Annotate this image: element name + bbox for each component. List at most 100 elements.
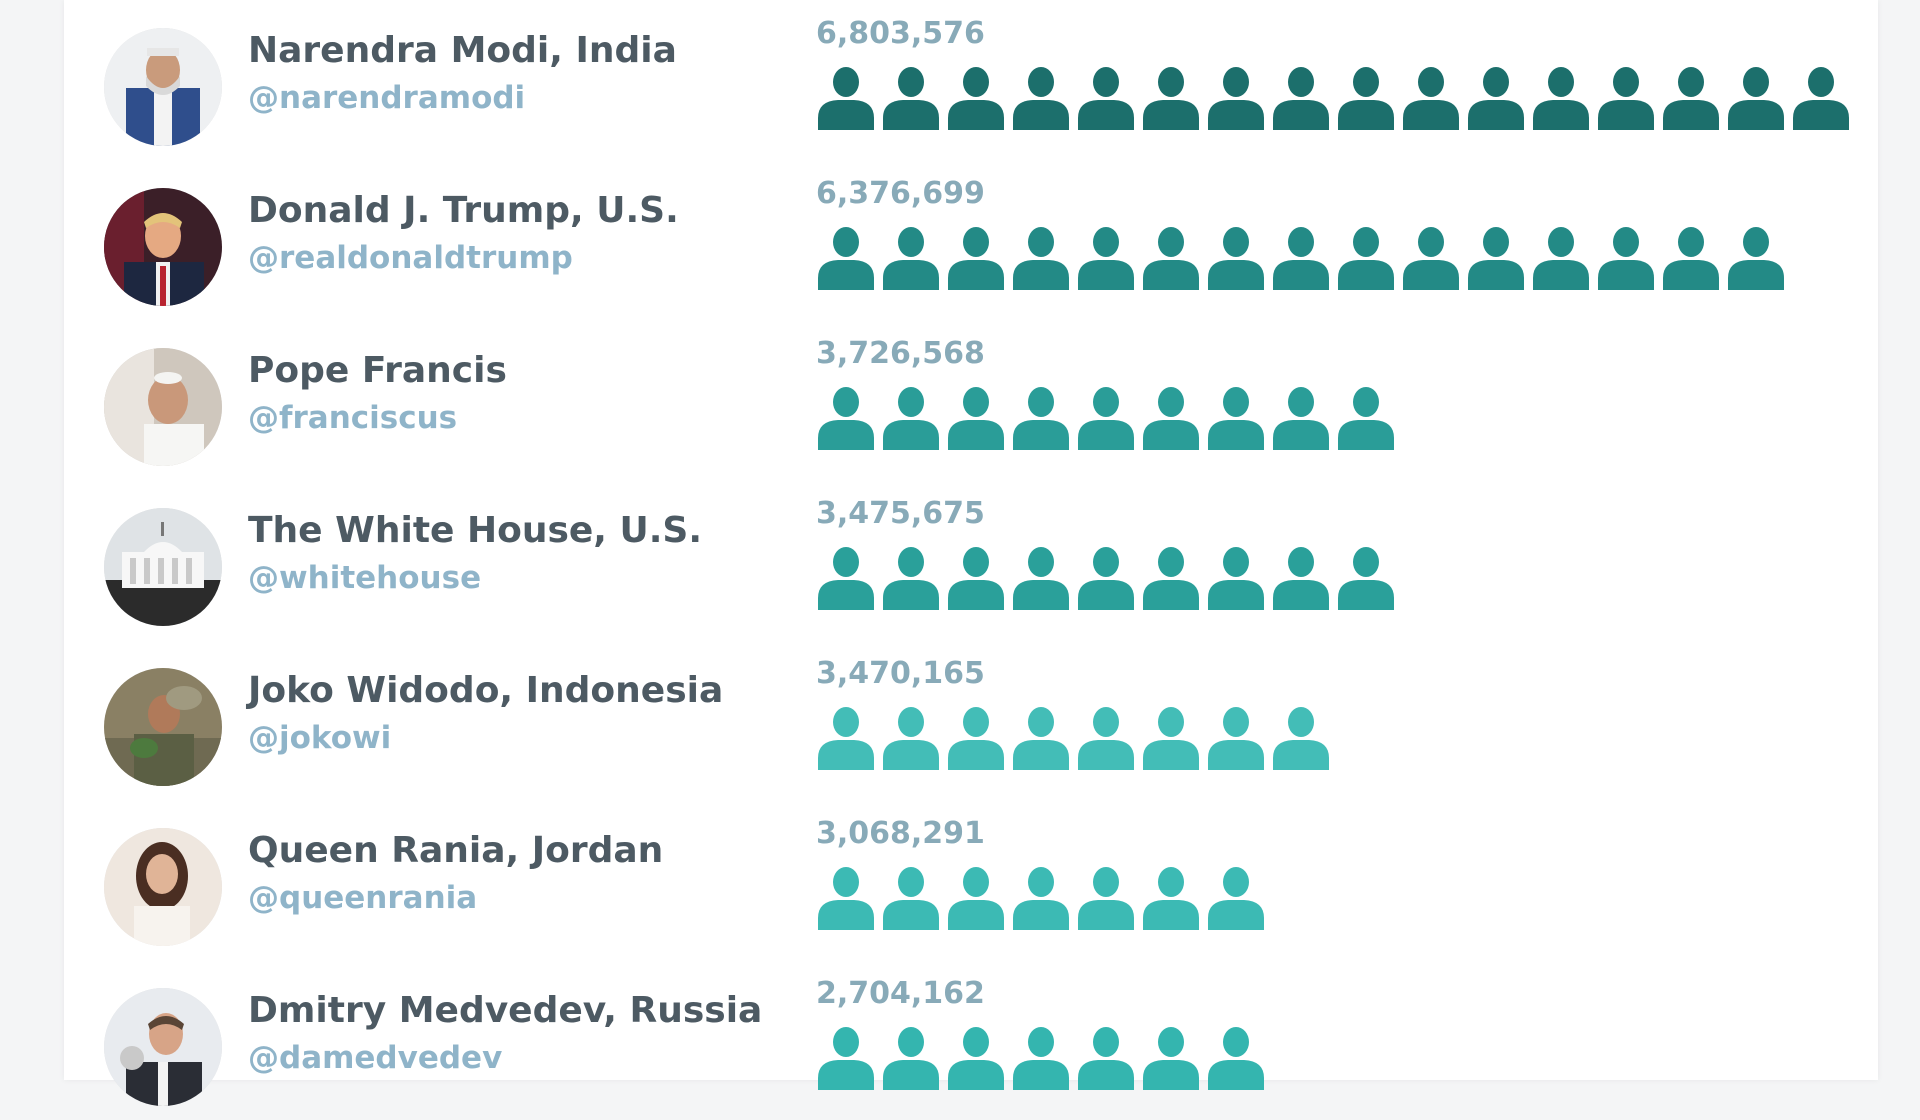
chart-card: Narendra Modi, India @narendramodi 6,803,5… (64, 0, 1878, 1106)
ranking-row: Joko Widodo, Indonesia @jokowi 3,470,165 (64, 640, 1878, 800)
person-icon (1011, 384, 1071, 450)
avatar (104, 188, 222, 306)
follower-count-label: 6,376,699 (816, 176, 985, 211)
person-icon (1141, 704, 1201, 770)
person-icon (1076, 704, 1136, 770)
ranking-row: Dmitry Medvedev, Russia @damedvedev 2,704,… (64, 960, 1878, 1120)
ranking-row: The White House, U.S. @whitehouse 3,475,67… (64, 480, 1878, 640)
person-icon (1206, 704, 1266, 770)
account-handle[interactable]: @damedvedev (248, 1040, 503, 1076)
person-icon (1206, 864, 1266, 930)
person-icon (1531, 224, 1591, 290)
person-icon (1011, 64, 1071, 130)
person-icon (1011, 1024, 1071, 1090)
person-icon (1726, 224, 1786, 290)
person-icon (1141, 384, 1201, 450)
ranking-row: Narendra Modi, India @narendramodi 6,803,5… (64, 0, 1878, 160)
account-handle[interactable]: @narendramodi (248, 80, 526, 116)
person-icon (816, 704, 876, 770)
person-icon (1271, 224, 1331, 290)
person-icon (946, 224, 1006, 290)
follower-count-label: 2,704,162 (816, 976, 985, 1011)
person-icon (816, 384, 876, 450)
ranking-row: Donald J. Trump, U.S. @realdonaldtrump 6,3… (64, 160, 1878, 320)
avatar (104, 828, 222, 946)
follower-count-label: 6,803,576 (816, 16, 985, 51)
person-icon (946, 544, 1006, 610)
person-icon (1336, 384, 1396, 450)
person-icon (1076, 864, 1136, 930)
person-icon (1206, 384, 1266, 450)
person-icon (946, 1024, 1006, 1090)
account-name: Joko Widodo, Indonesia (248, 670, 724, 711)
person-icon (1791, 64, 1851, 130)
person-icon (1401, 224, 1461, 290)
person-icon (1596, 64, 1656, 130)
follower-count-label: 3,475,675 (816, 496, 985, 531)
account-name: Pope Francis (248, 350, 507, 391)
person-icon (1011, 224, 1071, 290)
person-icon (1271, 704, 1331, 770)
person-icon (1271, 384, 1331, 450)
person-icon (881, 544, 941, 610)
person-icon (816, 224, 876, 290)
person-icon (946, 704, 1006, 770)
person-icon (1206, 224, 1266, 290)
account-name: Dmitry Medvedev, Russia (248, 990, 763, 1031)
follower-count-label: 3,068,291 (816, 816, 985, 851)
person-icon (1206, 64, 1266, 130)
person-icon (1401, 64, 1461, 130)
avatar (104, 668, 222, 786)
person-icon (1336, 224, 1396, 290)
person-icon (1076, 1024, 1136, 1090)
person-icon (1141, 544, 1201, 610)
person-icon (1141, 864, 1201, 930)
account-handle[interactable]: @queenrania (248, 880, 478, 916)
person-icon (881, 864, 941, 930)
account-name: Narendra Modi, India (248, 30, 677, 71)
ranking-row: Queen Rania, Jordan @queenrania 3,068,291 (64, 800, 1878, 960)
account-name: Donald J. Trump, U.S. (248, 190, 679, 231)
person-icon (816, 544, 876, 610)
person-icon (1661, 224, 1721, 290)
person-icon (1141, 224, 1201, 290)
person-icon (1726, 64, 1786, 130)
person-icon (1271, 544, 1331, 610)
person-icon (946, 64, 1006, 130)
account-handle[interactable]: @franciscus (248, 400, 458, 436)
person-icon (1336, 544, 1396, 610)
person-icon (1076, 544, 1136, 610)
person-icon (1466, 224, 1526, 290)
person-icon (816, 1024, 876, 1090)
person-icon (881, 384, 941, 450)
account-name: Queen Rania, Jordan (248, 830, 664, 871)
person-icon (816, 864, 876, 930)
person-icon (1011, 544, 1071, 610)
account-handle[interactable]: @jokowi (248, 720, 392, 756)
ranking-row: Pope Francis @franciscus 3,726,568 (64, 320, 1878, 480)
avatar (104, 508, 222, 626)
person-icon (1011, 864, 1071, 930)
avatar (104, 348, 222, 466)
account-handle[interactable]: @realdonaldtrump (248, 240, 573, 276)
person-icon (1141, 1024, 1201, 1090)
person-icon (1271, 64, 1331, 130)
person-icon (1466, 64, 1526, 130)
person-icon (1011, 704, 1071, 770)
person-icon (1141, 64, 1201, 130)
person-icon (946, 384, 1006, 450)
person-icon (946, 864, 1006, 930)
person-icon (1531, 64, 1591, 130)
person-icon (881, 64, 941, 130)
person-icon (1076, 224, 1136, 290)
person-icon (881, 1024, 941, 1090)
person-icon (1206, 544, 1266, 610)
person-icon (816, 64, 876, 130)
account-handle[interactable]: @whitehouse (248, 560, 482, 596)
person-icon (1596, 224, 1656, 290)
person-icon (1206, 1024, 1266, 1090)
avatar (104, 28, 222, 146)
account-name: The White House, U.S. (248, 510, 703, 551)
person-icon (1076, 384, 1136, 450)
person-icon (1336, 64, 1396, 130)
